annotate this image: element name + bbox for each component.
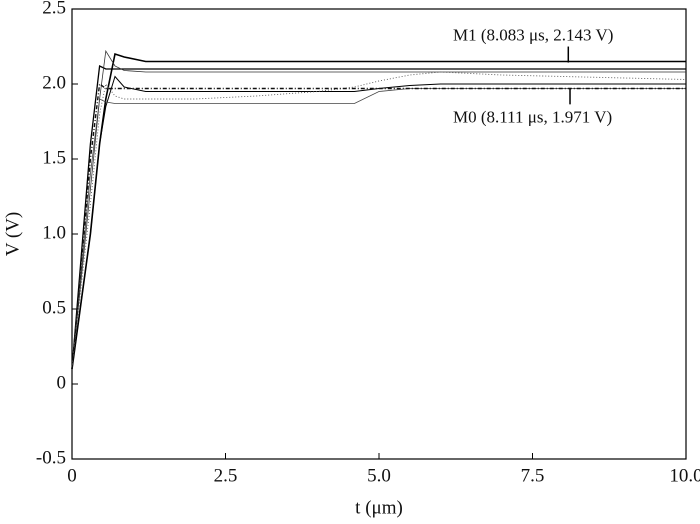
x-tick-label: 10.0 <box>669 465 700 486</box>
x-tick-label: 0 <box>67 465 77 486</box>
x-tick-label: 7.5 <box>521 465 545 486</box>
y-axis-label: V (V) <box>2 212 23 257</box>
annotation: M1 (8.083 μs, 2.143 V) <box>453 25 613 44</box>
series-line <box>71 75 686 370</box>
y-tick-label: 1.0 <box>42 222 66 243</box>
x-tick-label: 5.0 <box>367 465 391 486</box>
y-tick-label: 0.5 <box>42 297 66 318</box>
y-tick-label: 1.5 <box>42 147 66 168</box>
series-line <box>71 82 686 370</box>
x-axis-label: t (μm) <box>355 497 403 518</box>
series-line <box>71 71 687 370</box>
y-tick-label: 0 <box>57 372 67 393</box>
y-tick-label: 2.5 <box>42 0 66 18</box>
series-line <box>71 52 686 370</box>
annotation: M0 (8.111 μs, 1.971 V) <box>453 107 612 126</box>
x-tick-label: 2.5 <box>214 465 238 486</box>
series-line <box>71 49 686 370</box>
series-line <box>71 65 686 370</box>
y-tick-label: 2.0 <box>42 72 66 93</box>
y-tick-label: -0.5 <box>36 447 66 468</box>
series-line <box>71 88 686 370</box>
plot-frame <box>71 8 687 460</box>
